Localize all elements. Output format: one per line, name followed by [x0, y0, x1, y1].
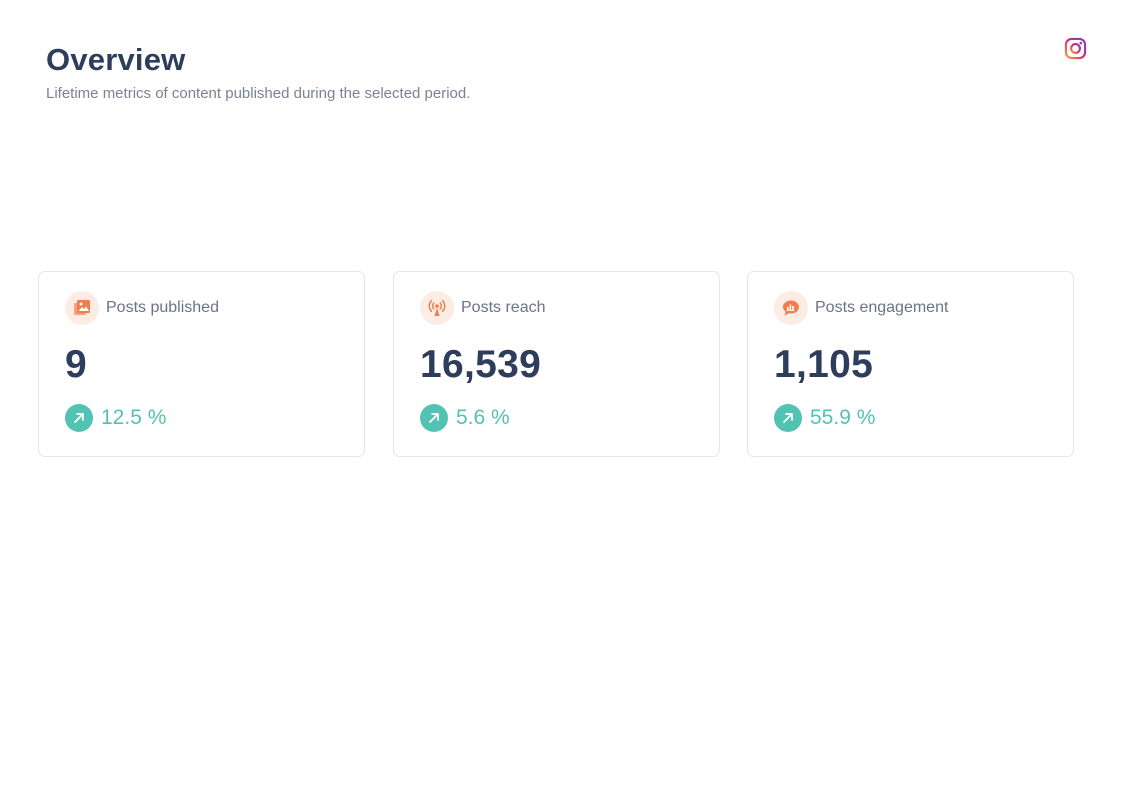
metric-label: Posts engagement [815, 299, 949, 316]
image-gallery-icon [65, 291, 99, 325]
metric-label: Posts reach [461, 299, 546, 316]
metric-value: 9 [65, 343, 87, 386]
chat-bubble-chart-icon [774, 291, 808, 325]
metric-card-posts-engagement: Posts engagement 1,105 55.9 % [747, 271, 1074, 457]
metrics-cards: Posts published 9 12.5 % [38, 271, 1078, 461]
trend-up-arrow-icon [420, 404, 448, 432]
trend-up-arrow-icon [774, 404, 802, 432]
trend-up-arrow-icon [65, 404, 93, 432]
metric-value: 1,105 [774, 343, 874, 386]
metric-card-posts-published: Posts published 9 12.5 % [38, 271, 365, 457]
metric-change: 5.6 % [456, 406, 510, 429]
instagram-icon [1064, 37, 1087, 60]
metric-change: 55.9 % [810, 406, 876, 429]
metric-value: 16,539 [420, 343, 542, 386]
page-subtitle: Lifetime metrics of content published du… [46, 85, 471, 102]
page-title: Overview [46, 42, 186, 77]
broadcast-antenna-icon [420, 291, 454, 325]
metric-change: 12.5 % [101, 406, 167, 429]
metric-label: Posts published [106, 299, 219, 316]
metric-card-posts-reach: Posts reach 16,539 5.6 % [393, 271, 720, 457]
